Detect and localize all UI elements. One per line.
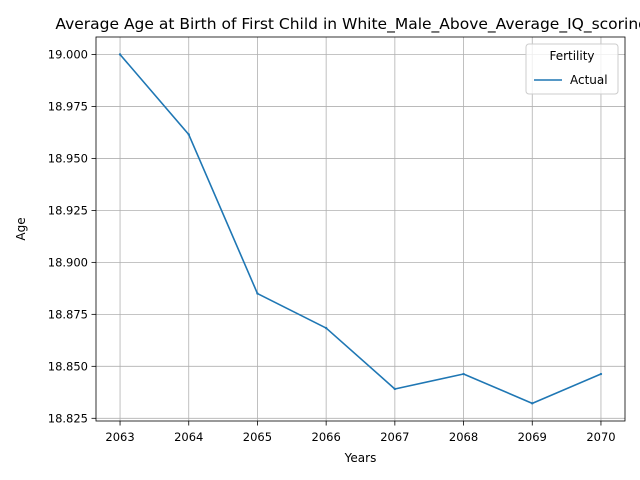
data-point — [187, 133, 190, 136]
y-tick-label: 18.850 — [48, 359, 88, 373]
y-tick-label: 18.950 — [48, 151, 88, 165]
data-point — [118, 53, 122, 56]
y-tick-label: 18.825 — [48, 411, 88, 425]
plot-area-frame — [95, 36, 626, 422]
grid-lines — [96, 37, 625, 421]
legend-label: Actual — [570, 73, 608, 87]
x-tick-label: 2063 — [105, 430, 134, 444]
data-point — [462, 372, 465, 376]
x-tick-label: 2069 — [518, 430, 547, 444]
data-point — [393, 387, 397, 391]
y-tick-label: 19.000 — [48, 47, 88, 61]
y-tick-label: 18.900 — [48, 255, 88, 269]
data-point — [256, 292, 259, 295]
chart-title: Average Age at Birth of First Child in W… — [55, 15, 640, 34]
data-point — [324, 326, 328, 330]
data-point — [531, 402, 534, 405]
x-tick-label: 2065 — [243, 430, 272, 444]
data-point — [599, 372, 603, 376]
y-tick-label: 18.975 — [48, 99, 88, 113]
y-tick-label: 18.875 — [48, 307, 88, 321]
x-tick-label: 2064 — [174, 430, 203, 444]
series-line — [119, 53, 602, 405]
x-tick-label: 2068 — [449, 430, 478, 444]
legend-box — [525, 43, 619, 95]
legend: Fertility Actual — [525, 43, 619, 95]
y-axis-title: Age — [14, 217, 28, 240]
series-lines — [118, 53, 603, 405]
y-tick-label: 18.925 — [48, 203, 88, 217]
legend-title: Fertility — [549, 49, 594, 63]
x-tick-label: 2067 — [380, 430, 409, 444]
axis-ticks: 2063 2064 2065 2066 2067 2068 2069 2070 18.825 18… — [48, 47, 616, 444]
legend-entries: Actual — [534, 73, 608, 87]
x-tick-label: 2070 — [586, 430, 615, 444]
x-axis-title: Years — [344, 451, 377, 465]
x-tick-label: 2066 — [312, 430, 341, 444]
